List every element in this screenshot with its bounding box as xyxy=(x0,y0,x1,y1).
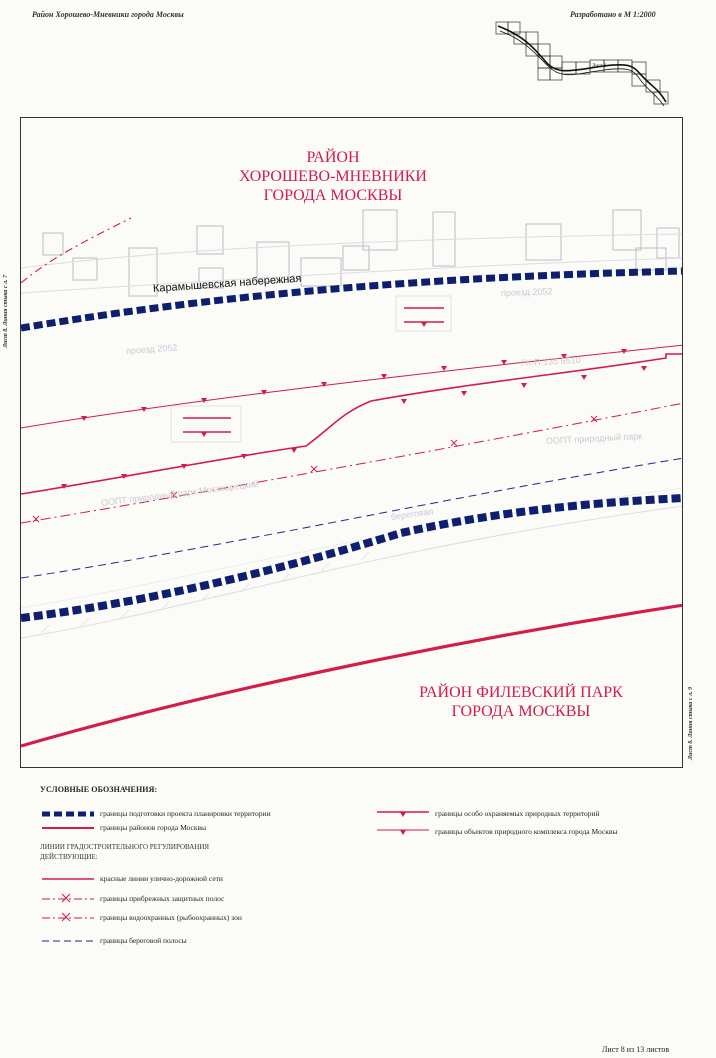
map-drawing xyxy=(21,209,682,748)
legend-item-nature-complex: границы объектов природного комплекса го… xyxy=(375,826,695,838)
sheet-number: Лист 8 из 13 листов xyxy=(602,1045,670,1054)
faint-passage-right: проезд 2052 xyxy=(500,286,553,298)
legend-item-red-lines: красные линии улично-дорожной сети xyxy=(42,874,223,883)
header-scale-note: Разработано в М 1:2000 xyxy=(570,10,656,19)
map-frame: РАЙОН ХОРОШЕВО-МНЕВНИКИ ГОРОДА МОСКВЫ Ка… xyxy=(20,117,683,768)
legend-item-shore-strip: границы береговой полосы xyxy=(42,936,187,945)
legend-item-oopt: границы особо охраняемых природных терри… xyxy=(375,808,695,820)
legend-item-project-boundary: границы подготовки проекта планировки те… xyxy=(42,809,271,818)
legend-subheading-2: ДЕЙСТВУЮЩИЕ: xyxy=(40,853,98,861)
legend-item-district-boundary: границы районов города Москвы xyxy=(42,823,207,832)
district-north-line-1: РАЙОН xyxy=(306,149,360,166)
legend-item-water-zones: границы водоохранных (рыбоохранных) зон xyxy=(40,912,370,924)
district-label-north: РАЙОН ХОРОШЕВО-МНЕВНИКИ ГОРОДА МОСКВЫ xyxy=(183,148,483,205)
side-note-right: Лист 8. Линия стыка с л. 9 xyxy=(688,686,694,760)
legend-item-coastal-strips: границы прибрежных защитных полос xyxy=(40,893,370,905)
legend-subheading-1: ЛИНИИ ГРАДОСТРОИТЕЛЬНОГО РЕГУЛИРОВАНИЯ xyxy=(40,843,210,851)
legend-title: УСЛОВНЫЕ ОБОЗНАЧЕНИЯ: xyxy=(40,785,158,794)
district-north-line-2: ХОРОШЕВО-МНЕВНИКИ xyxy=(239,168,427,185)
side-note-left: Лист 8. Линия стыка с л. 7 xyxy=(3,274,9,348)
header-district-title: Район Хорошево-Мневники города Москвы xyxy=(32,10,184,19)
district-south-line-1: РАЙОН ФИЛЕВСКИЙ ПАРК xyxy=(419,684,623,701)
keymap-sheet-label: Лист 8 xyxy=(592,64,607,69)
district-north-line-3: ГОРОДА МОСКВЫ xyxy=(263,187,403,204)
key-map: Лист 8 xyxy=(495,21,669,107)
district-south-line-2: ГОРОДА МОСКВЫ xyxy=(451,703,591,720)
district-label-south: РАЙОН ФИЛЕВСКИЙ ПАРК ГОРОДА МОСКВЫ xyxy=(371,683,671,721)
map-legend: УСЛОВНЫЕ ОБОЗНАЧЕНИЯ: границы подготовки… xyxy=(40,785,700,955)
